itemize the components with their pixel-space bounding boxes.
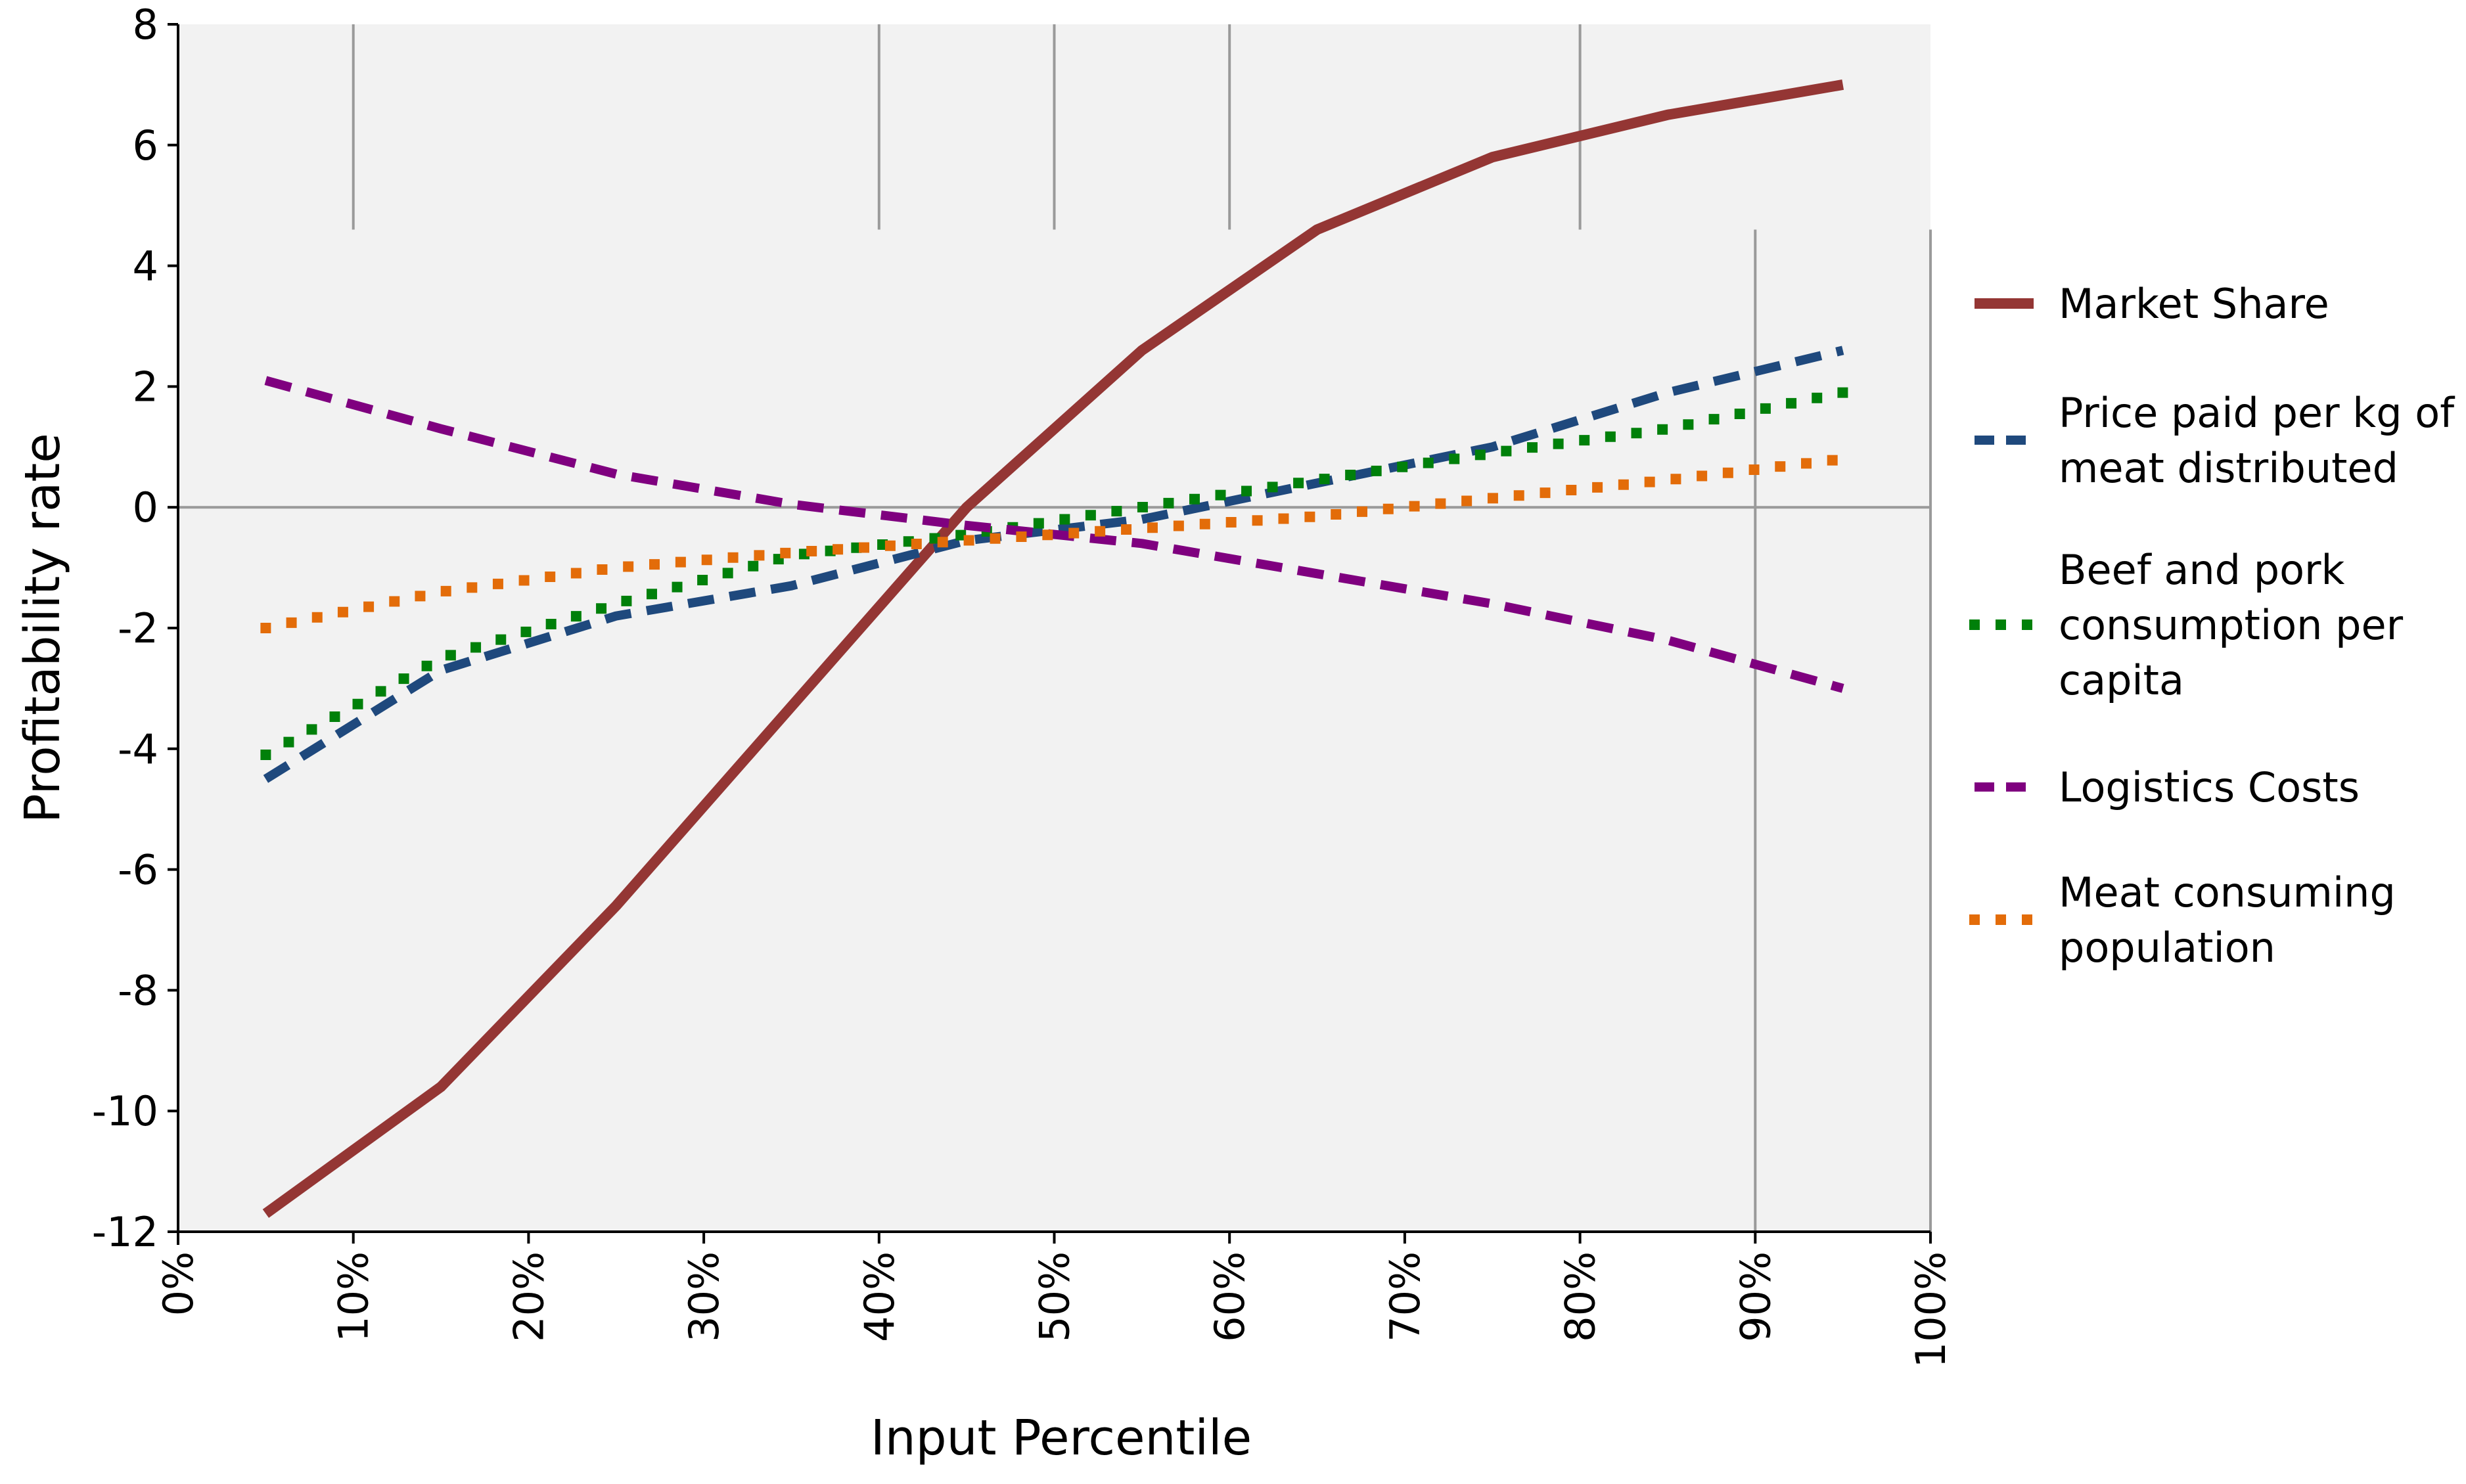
y-tick-label: -12 xyxy=(92,1208,158,1256)
legend-entry-0: Market Share xyxy=(1975,280,2329,328)
legend-entry-4: Meat consuming population xyxy=(1969,868,2396,972)
x-axis-title: Input Percentile xyxy=(871,1410,1252,1466)
x-tick-label: 100% xyxy=(1907,1251,1955,1368)
series-1 xyxy=(263,346,1844,783)
legend-entry-1: Price paid per kg of meat distributed xyxy=(1975,389,2455,492)
series-line-1 xyxy=(263,346,1844,783)
series-line-0 xyxy=(262,79,1844,1218)
series-layer xyxy=(258,79,1850,1218)
x-axis-ticks: 0% 10% 20% 30% 40% 50% 60% 70% 80% 90% 100% xyxy=(154,1232,1955,1368)
x-tick-label: 10% xyxy=(330,1251,378,1342)
legend-label: meat distributed xyxy=(2059,444,2398,492)
legend-label: Beef and pork xyxy=(2059,546,2344,594)
series-0 xyxy=(262,79,1844,1218)
y-tick-label: -8 xyxy=(118,966,158,1014)
gridlines xyxy=(352,24,1932,1232)
y-axis-title: Profitability rate xyxy=(14,433,71,823)
legend-label: Market Share xyxy=(2059,280,2329,328)
x-tick-label: 20% xyxy=(505,1251,553,1342)
x-tick-label: 50% xyxy=(1031,1251,1079,1342)
series-line-4 xyxy=(259,453,1849,635)
legend-entry-3: Logistics Costs xyxy=(1975,763,2360,811)
series-line-2 xyxy=(258,386,1850,762)
x-tick-label: 80% xyxy=(1557,1251,1605,1342)
legend-label: Meat consuming xyxy=(2059,868,2396,916)
y-tick-label: -6 xyxy=(118,846,158,894)
legend-label: capita xyxy=(2059,656,2184,704)
x-tick-label: 70% xyxy=(1381,1251,1429,1342)
series-4 xyxy=(259,453,1849,635)
series-line-3 xyxy=(264,376,1844,693)
series-2 xyxy=(258,386,1850,762)
legend-label: Price paid per kg of xyxy=(2059,389,2455,437)
x-tick-label: 40% xyxy=(856,1251,903,1342)
legend-label: Logistics Costs xyxy=(2059,763,2360,811)
legend-label: population xyxy=(2059,924,2275,972)
y-tick-label: 0 xyxy=(133,483,158,531)
y-tick-label: 2 xyxy=(133,363,158,411)
x-tick-label: 60% xyxy=(1206,1251,1254,1342)
legend: Market Share Price paid per kg of meat dis… xyxy=(1969,280,2455,972)
y-tick-label: -10 xyxy=(92,1087,158,1135)
y-tick-label: 6 xyxy=(133,122,158,169)
y-tick-label: 4 xyxy=(133,242,158,290)
series-3 xyxy=(264,376,1844,693)
x-tick-label: 90% xyxy=(1731,1251,1779,1342)
y-axis-ticks: 8 6 4 2 0 -2 -4 -6 -8 -10 -12 xyxy=(92,1,178,1256)
x-tick-label: 30% xyxy=(680,1251,728,1342)
y-tick-label: -4 xyxy=(118,725,158,773)
legend-label: consumption per xyxy=(2059,601,2404,649)
y-tick-label: 8 xyxy=(133,1,158,49)
x-tick-label: 0% xyxy=(154,1251,202,1316)
y-tick-label: -2 xyxy=(118,604,158,652)
legend-entry-2: Beef and pork consumption per capita xyxy=(1969,546,2404,704)
